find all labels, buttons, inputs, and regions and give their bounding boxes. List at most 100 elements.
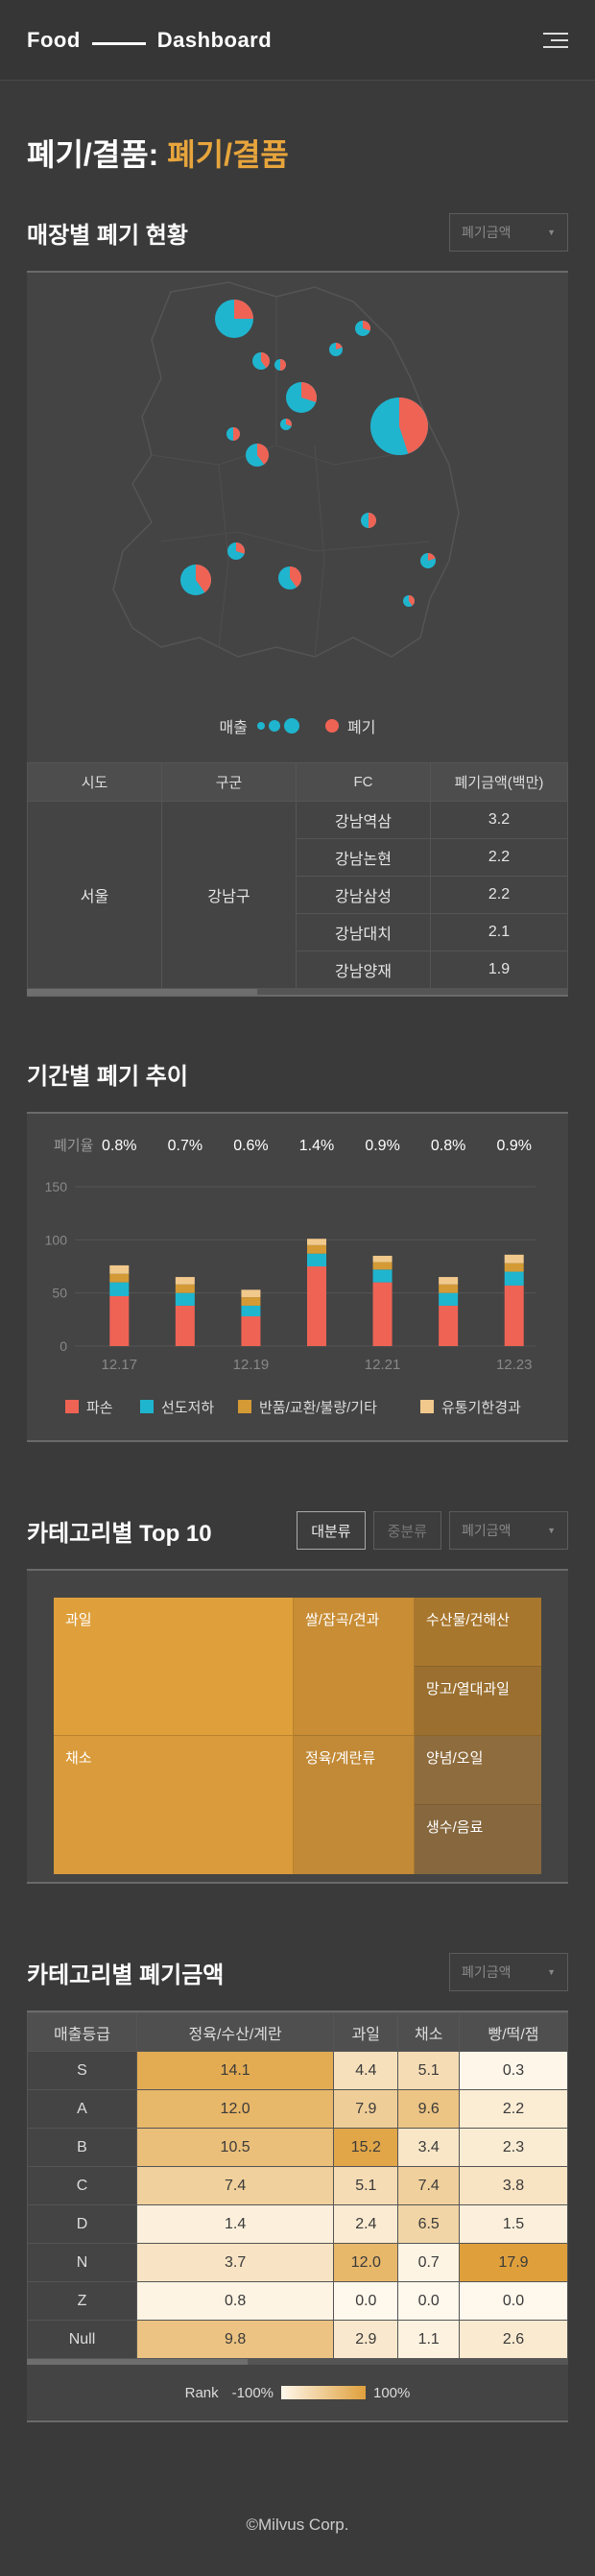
heat-cell[interactable]: 15.2 bbox=[333, 2128, 399, 2167]
table-row[interactable]: C 7.4 5.1 7.4 3.8 bbox=[27, 2166, 568, 2205]
treemap-tile[interactable]: 생수/음료 bbox=[415, 1805, 541, 1874]
category-metric-select[interactable]: 폐기금액 ▼ bbox=[449, 1511, 568, 1550]
toggle-minor[interactable]: 중분류 bbox=[372, 1511, 441, 1550]
col-header: 빵/떡/잼 bbox=[459, 2012, 568, 2052]
page-title-main: 폐기/결품: bbox=[27, 137, 159, 172]
bar-segment[interactable] bbox=[241, 1289, 261, 1298]
treemap-tile[interactable]: 정육/계란류 bbox=[294, 1736, 415, 1874]
logo[interactable]: Food Dashboard bbox=[27, 28, 272, 53]
bar-segment[interactable] bbox=[439, 1292, 459, 1306]
bar-segment[interactable] bbox=[307, 1253, 326, 1266]
heat-cell[interactable]: 6.5 bbox=[397, 2204, 461, 2244]
heat-cell[interactable]: 1.5 bbox=[459, 2204, 568, 2244]
bar-segment[interactable] bbox=[307, 1244, 326, 1254]
heat-cell[interactable]: 0.0 bbox=[333, 2281, 399, 2321]
heat-cell[interactable]: 2.9 bbox=[333, 2320, 399, 2359]
bar-segment[interactable] bbox=[175, 1305, 195, 1346]
bar-segment[interactable] bbox=[175, 1284, 195, 1293]
heat-cell[interactable]: 12.0 bbox=[135, 2089, 335, 2129]
table-row[interactable]: B 10.5 15.2 3.4 2.3 bbox=[27, 2128, 568, 2167]
heat-cell[interactable]: 2.4 bbox=[333, 2204, 399, 2244]
cell-amount: 1.9 bbox=[430, 951, 568, 989]
bar-segment[interactable] bbox=[109, 1264, 130, 1274]
bar-segment[interactable] bbox=[372, 1255, 393, 1263]
heat-cell[interactable]: 4.4 bbox=[333, 2051, 399, 2090]
bar-segment[interactable] bbox=[372, 1282, 393, 1346]
heat-cell[interactable]: 7.9 bbox=[333, 2089, 399, 2129]
table-row[interactable]: Null 9.8 2.9 1.1 2.6 bbox=[27, 2320, 568, 2359]
bar-segment[interactable] bbox=[504, 1254, 524, 1264]
bar-segment[interactable] bbox=[241, 1305, 261, 1317]
bar-segment[interactable] bbox=[175, 1292, 195, 1306]
y-tick-label: 100 bbox=[45, 1232, 68, 1247]
treemap-tile[interactable]: 채소 bbox=[54, 1736, 294, 1874]
heat-cell[interactable]: 1.1 bbox=[397, 2320, 461, 2359]
heat-cell[interactable]: 7.4 bbox=[135, 2166, 335, 2205]
heat-cell[interactable]: 2.6 bbox=[459, 2320, 568, 2359]
heat-cell[interactable]: 0.8 bbox=[135, 2281, 335, 2321]
heat-cell[interactable]: 5.1 bbox=[397, 2051, 461, 2090]
bar-segment[interactable] bbox=[241, 1316, 261, 1346]
heat-cell[interactable]: 9.6 bbox=[397, 2089, 461, 2129]
heat-cell[interactable]: 17.9 bbox=[459, 2243, 568, 2282]
bar-segment[interactable] bbox=[372, 1269, 393, 1283]
bar-segment[interactable] bbox=[504, 1271, 524, 1286]
heat-cell[interactable]: 0.0 bbox=[459, 2281, 568, 2321]
heat-scrollbar[interactable] bbox=[27, 2359, 568, 2365]
table-row[interactable]: A 12.0 7.9 9.6 2.2 bbox=[27, 2089, 568, 2129]
heat-cell[interactable]: 5.1 bbox=[333, 2166, 399, 2205]
heat-cell[interactable]: 0.0 bbox=[397, 2281, 461, 2321]
heat-cell[interactable]: 3.4 bbox=[397, 2128, 461, 2167]
toggle-major[interactable]: 대분류 bbox=[297, 1511, 366, 1550]
bar-segment[interactable] bbox=[109, 1295, 130, 1346]
table-row[interactable]: Z 0.8 0.0 0.0 0.0 bbox=[27, 2281, 568, 2321]
table-row[interactable]: S 14.1 4.4 5.1 0.3 bbox=[27, 2051, 568, 2090]
bar-segment[interactable] bbox=[439, 1305, 459, 1346]
table-row[interactable]: 강남대치 2.1 bbox=[28, 913, 568, 951]
table-row[interactable]: 서울 강남구 강남역삼 3.2 bbox=[27, 801, 568, 989]
heat-cell[interactable]: 3.7 bbox=[135, 2243, 335, 2282]
bar-segment[interactable] bbox=[439, 1277, 459, 1285]
table-scrollbar[interactable] bbox=[27, 989, 568, 995]
treemap-tile[interactable]: 과일 bbox=[54, 1598, 294, 1736]
heat-cell[interactable]: 9.8 bbox=[135, 2320, 335, 2359]
heat-cell[interactable]: 2.2 bbox=[459, 2089, 568, 2129]
bar-segment[interactable] bbox=[439, 1284, 459, 1293]
col-header: 시도 bbox=[27, 762, 162, 802]
bar-segment[interactable] bbox=[504, 1263, 524, 1272]
heat-cell[interactable]: 2.3 bbox=[459, 2128, 568, 2167]
bar-segment[interactable] bbox=[241, 1297, 261, 1306]
table-row[interactable]: N 3.7 12.0 0.7 17.9 bbox=[27, 2243, 568, 2282]
bar-segment[interactable] bbox=[307, 1239, 326, 1245]
heat-cell[interactable]: 10.5 bbox=[135, 2128, 335, 2167]
treemap-tile[interactable]: 쌀/잡곡/견과 bbox=[294, 1598, 415, 1736]
bar-segment[interactable] bbox=[175, 1277, 195, 1285]
table-row[interactable]: D 1.4 2.4 6.5 1.5 bbox=[27, 2204, 568, 2244]
bar-segment[interactable] bbox=[109, 1282, 130, 1296]
heat-cell[interactable]: 3.8 bbox=[459, 2166, 568, 2205]
treemap-tile[interactable]: 양념/오일 bbox=[415, 1736, 541, 1805]
table-row[interactable]: 강남양재 1.9 bbox=[28, 951, 568, 989]
table-row[interactable]: 강남삼성 2.2 bbox=[28, 876, 568, 914]
grade-cell: B bbox=[27, 2128, 137, 2167]
store-metric-select[interactable]: 폐기금액 ▼ bbox=[449, 213, 568, 252]
bar-segment[interactable] bbox=[504, 1285, 524, 1346]
store-bubble-waste bbox=[234, 300, 253, 319]
heat-cell[interactable]: 0.7 bbox=[397, 2243, 461, 2282]
heat-cell[interactable]: 12.0 bbox=[333, 2243, 399, 2282]
heat-metric-select[interactable]: 폐기금액 ▼ bbox=[449, 1953, 568, 1991]
heat-cell[interactable]: 0.3 bbox=[459, 2051, 568, 2090]
trend-chart[interactable]: 폐기율 0.8% 0.7% 0.6% 1.4% 0.9% 0.8% 0.9% 0 50 100 150… bbox=[27, 1114, 568, 1440]
heat-cell[interactable]: 7.4 bbox=[397, 2166, 461, 2205]
legend-label: 선도저하 bbox=[161, 1400, 214, 1416]
heat-cell[interactable]: 1.4 bbox=[135, 2204, 335, 2244]
treemap-tile[interactable]: 수산물/건해산 bbox=[415, 1598, 541, 1667]
store-bubbles[interactable] bbox=[27, 273, 568, 762]
bar-segment[interactable] bbox=[372, 1262, 393, 1270]
treemap-tile[interactable]: 망고/열대과일 bbox=[415, 1667, 541, 1736]
hamburger-menu-icon[interactable] bbox=[543, 28, 568, 53]
table-row[interactable]: 강남논현 2.2 bbox=[28, 838, 568, 877]
bar-segment[interactable] bbox=[307, 1266, 326, 1346]
heat-cell[interactable]: 14.1 bbox=[135, 2051, 335, 2090]
bar-segment[interactable] bbox=[109, 1273, 130, 1283]
